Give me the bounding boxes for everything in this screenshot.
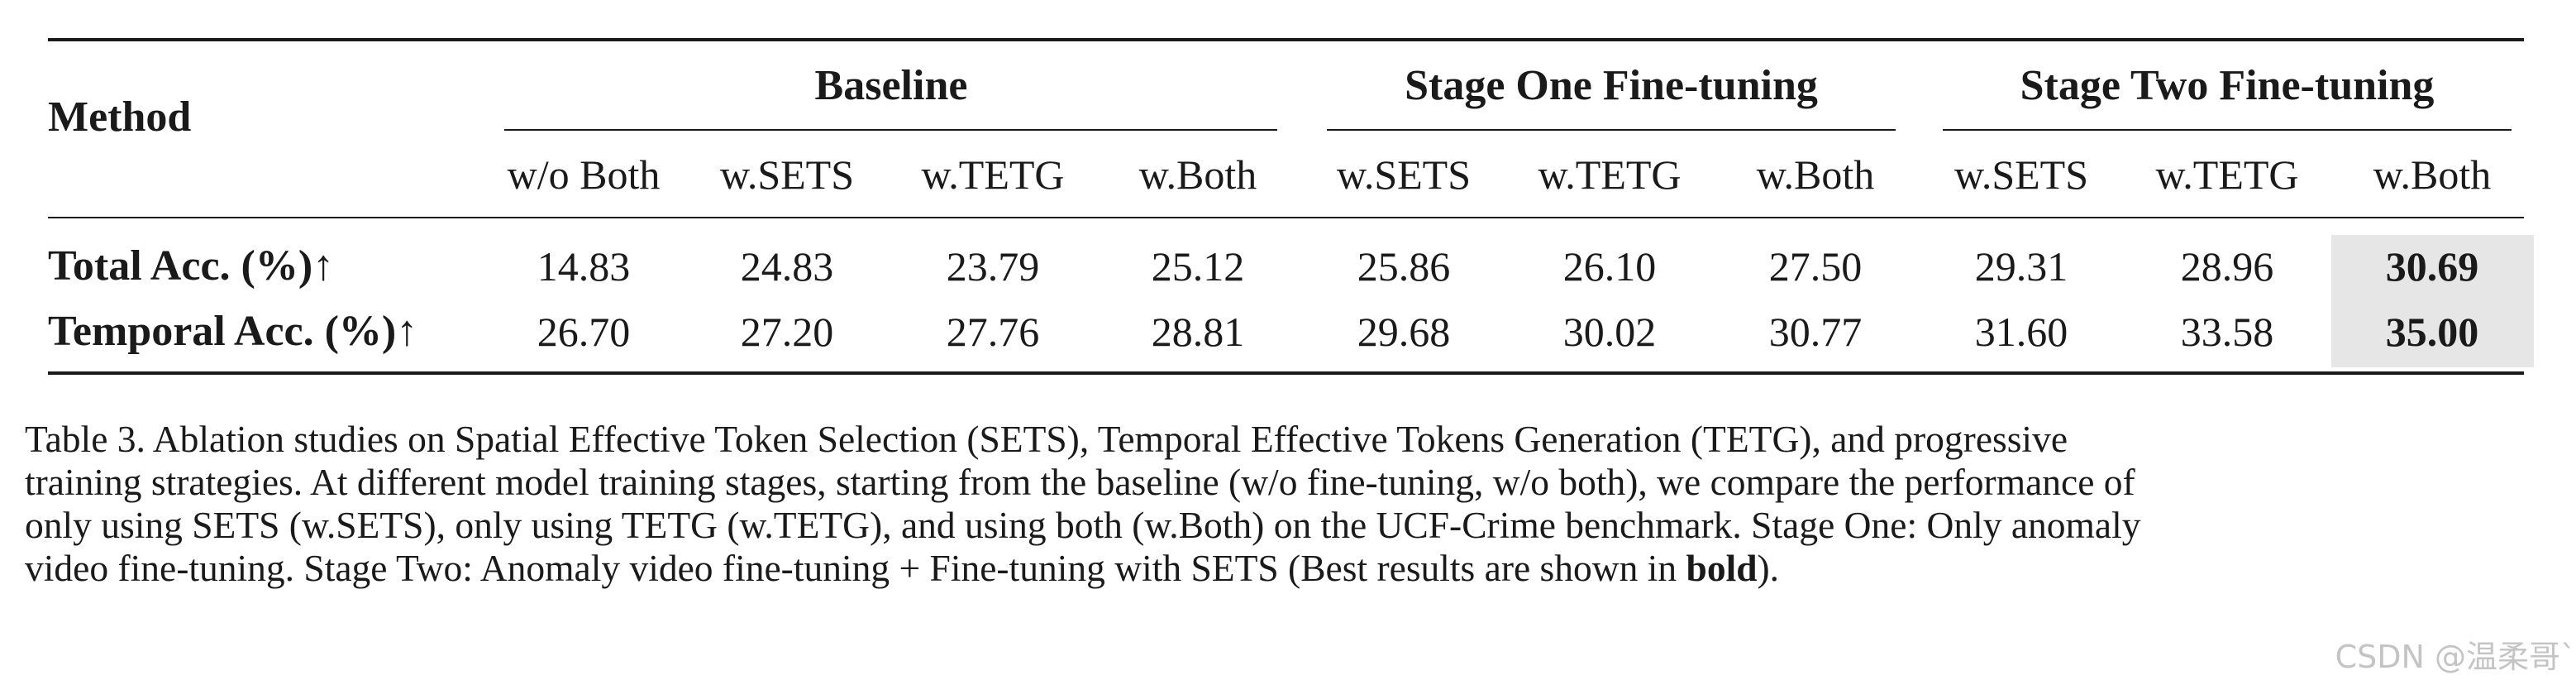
column-header: w/o Both [507,151,661,198]
table-bottom-rule [48,371,2524,375]
table-caption: Table 3. Ablation studies on Spatial Eff… [25,418,2555,590]
row-label-temporal-acc: Temporal Acc. (%)↑ [48,308,418,355]
table-cell: 30.02 [1562,309,1657,355]
group-header-stage-one: Stage One Fine-tuning [1405,62,1818,109]
table-cell: 30.77 [1768,309,1863,355]
table-cell: 25.12 [1151,243,1245,290]
table-cell: 24.83 [740,243,834,290]
table-cell: 14.83 [537,243,631,290]
header-bottom-rule [48,217,2524,218]
table-cell: 28.81 [1151,309,1245,355]
table-cell: 29.31 [1974,243,2068,290]
column-header: w.Both [1756,151,1875,198]
group-rule-baseline [504,129,1277,131]
table-cell: 29.68 [1357,309,1451,355]
caption-line: training strategies. At different model … [25,461,2135,503]
table-cell: 23.79 [946,243,1040,290]
group-rule-stage-two [1943,129,2512,131]
caption-line: video fine-tuning. Stage Two: Anomaly vi… [25,547,2555,590]
caption-text: video fine-tuning. Stage Two: Anomaly vi… [25,547,1686,589]
table-cell: 27.76 [946,309,1040,355]
column-header: w.TETG [921,151,1065,198]
table-cell: 25.86 [1357,243,1451,290]
group-header-baseline: Baseline [814,62,968,109]
row-label-total-acc: Total Acc. (%)↑ [48,242,335,290]
column-header: w.Both [1138,151,1257,198]
table-cell: 33.58 [2180,309,2274,355]
group-header-stage-two: Stage Two Fine-tuning [2020,62,2435,109]
table-cell-best: 35.00 [2385,309,2479,355]
best-result-highlight [2331,235,2534,367]
table-cell: 31.60 [1974,309,2068,355]
table-cell: 26.10 [1562,243,1657,290]
column-header: w.SETS [1953,151,2089,198]
table-cell: 26.70 [537,309,631,355]
column-header: w.SETS [1336,151,1472,198]
table-cell: 27.20 [740,309,834,355]
column-header: w.SETS [719,151,855,198]
column-header: w.TETG [1538,151,1682,198]
caption-line: Table 3. Ablation studies on Spatial Eff… [25,418,2068,460]
table-cell: 28.96 [2180,243,2274,290]
caption-bold-word: bold [1686,547,1758,589]
column-header: w.TETG [2155,151,2299,198]
column-header: w.Both [2373,151,2492,198]
method-header: Method [48,93,192,141]
group-rule-stage-one [1327,129,1896,131]
caption-line: only using SETS (w.SETS), only using TET… [25,504,2141,546]
table-cell: 27.50 [1768,243,1863,290]
table-top-rule [48,38,2524,41]
table-cell-best: 30.69 [2385,243,2479,290]
caption-text: ). [1757,547,1780,589]
watermark: CSDN @温柔哥` [2335,639,2576,675]
